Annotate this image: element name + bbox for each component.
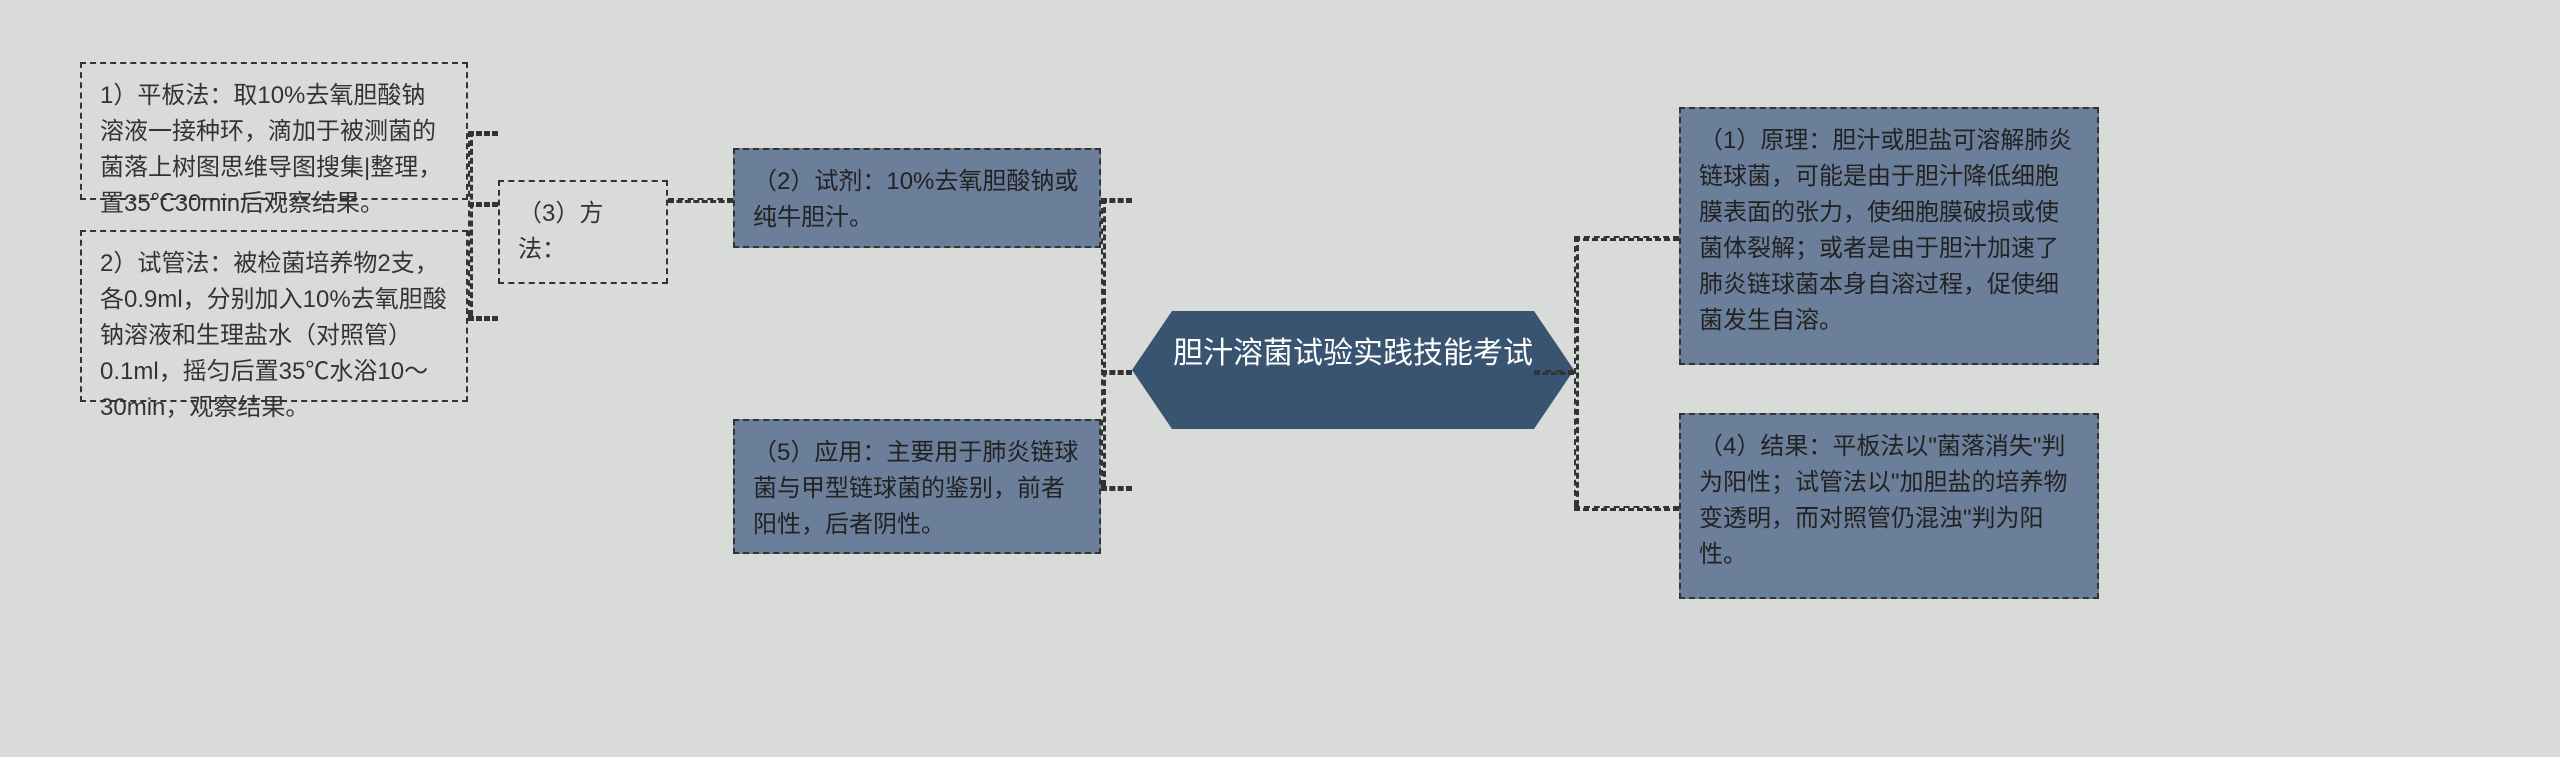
- principle-node: （1）原理：胆汁或胆盐可溶解肺炎链球菌，可能是由于胆汁降低细胞膜表面的张力，使细…: [1679, 107, 2099, 365]
- center-node: 胆汁溶菌试验实践技能考试: [1132, 311, 1574, 429]
- connector: [1574, 236, 1679, 241]
- connector: [1574, 236, 1579, 506]
- reagent-node: （2）试剂：10%去氧胆酸钠或纯牛胆汁。: [733, 148, 1101, 248]
- result-node: （4）结果：平板法以"菌落消失"判为阳性；试管法以"加胆盐的培养物变透明，而对照…: [1679, 413, 2099, 599]
- connector: [1574, 506, 1679, 511]
- connector: [468, 316, 498, 321]
- application-node: （5）应用：主要用于肺炎链球菌与甲型链球菌的鉴别，前者阳性，后者阴性。: [733, 419, 1101, 554]
- plate-method-node: 1）平板法：取10%去氧胆酸钠溶液一接种环，滴加于被测菌的菌落上树图思维导图搜集…: [80, 62, 468, 200]
- connector: [468, 202, 498, 207]
- connector: [1101, 370, 1132, 375]
- connector: [1534, 370, 1574, 375]
- connector: [468, 131, 473, 316]
- connector: [1101, 198, 1106, 486]
- connector: [668, 198, 733, 203]
- connector: [1101, 486, 1132, 491]
- method-label-node: （3）方法：: [498, 180, 668, 284]
- tube-method-node: 2）试管法：被检菌培养物2支，各0.9ml，分别加入10%去氧胆酸钠溶液和生理盐…: [80, 230, 468, 402]
